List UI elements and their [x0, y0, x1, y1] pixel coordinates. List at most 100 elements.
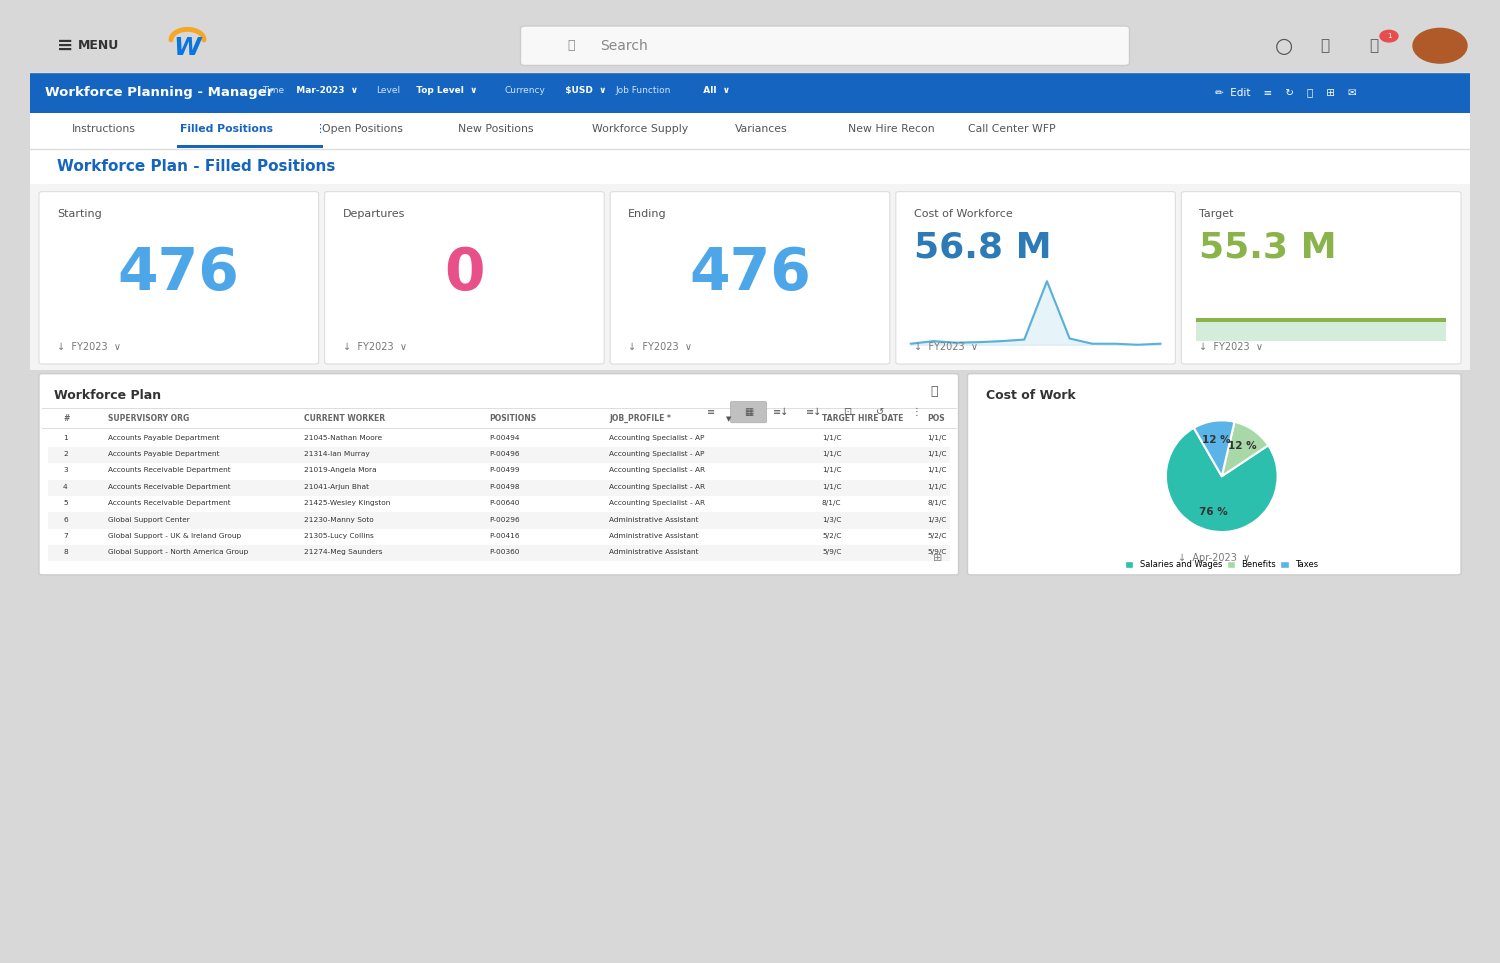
Text: 21041-Arjun Bhat: 21041-Arjun Bhat [304, 483, 369, 490]
Text: Open Positions: Open Positions [322, 124, 404, 134]
Text: ≡: ≡ [706, 407, 716, 417]
Text: 1/1/C: 1/1/C [927, 434, 946, 441]
Text: 🔍: 🔍 [567, 39, 574, 52]
Text: Global Support Center: Global Support Center [108, 516, 189, 523]
Text: 1/1/C: 1/1/C [822, 434, 842, 441]
Text: P-00416: P-00416 [489, 533, 519, 539]
Text: P-00498: P-00498 [489, 483, 519, 490]
FancyBboxPatch shape [520, 26, 1130, 65]
Text: 0: 0 [444, 245, 485, 301]
Text: 1/3/C: 1/3/C [822, 516, 842, 523]
Text: 3: 3 [63, 467, 68, 474]
Text: 1/1/C: 1/1/C [927, 483, 946, 490]
FancyBboxPatch shape [1182, 192, 1461, 364]
Text: #: # [63, 414, 69, 424]
Text: Accounting Specialist - AR: Accounting Specialist - AR [609, 500, 705, 507]
Text: New Positions: New Positions [458, 124, 532, 134]
Text: 21314-Ian Murray: 21314-Ian Murray [304, 451, 370, 457]
Text: P-00296: P-00296 [489, 516, 519, 523]
Text: 8/1/C: 8/1/C [822, 500, 842, 507]
Text: Starting: Starting [57, 209, 102, 219]
Text: ⊡: ⊡ [843, 407, 852, 417]
Text: 12 %: 12 % [1228, 441, 1257, 452]
Text: Cost of Workforce: Cost of Workforce [914, 209, 1013, 219]
Text: 5/2/C: 5/2/C [822, 533, 842, 539]
Text: ⋮: ⋮ [314, 124, 326, 134]
Text: Administrative Assistant: Administrative Assistant [609, 533, 699, 539]
FancyBboxPatch shape [39, 192, 318, 364]
Text: Administrative Assistant: Administrative Assistant [609, 549, 699, 556]
Text: P-00360: P-00360 [489, 549, 519, 556]
Text: 2: 2 [63, 451, 68, 457]
Bar [30, 113, 1470, 149]
Bar [1197, 318, 1446, 322]
Text: 21305-Lucy Collins: 21305-Lucy Collins [304, 533, 375, 539]
Text: 476: 476 [118, 245, 240, 301]
Text: Filled Positions: Filled Positions [180, 124, 273, 134]
Text: ↺: ↺ [876, 407, 885, 417]
Bar [902, 195, 1176, 364]
Text: Departures: Departures [342, 209, 405, 219]
Text: ✏  Edit    ≡    ↻    🖼    ⊞    ✉: ✏ Edit ≡ ↻ 🖼 ⊞ ✉ [1215, 88, 1356, 97]
Bar [616, 195, 890, 364]
Text: Workforce Supply: Workforce Supply [592, 124, 688, 134]
Text: Ending: Ending [628, 209, 668, 219]
FancyBboxPatch shape [39, 374, 958, 575]
Text: 4: 4 [63, 483, 68, 490]
Bar [30, 72, 1470, 113]
Text: 7: 7 [63, 533, 68, 539]
Text: 8/1/C: 8/1/C [927, 500, 946, 507]
FancyBboxPatch shape [968, 374, 1461, 575]
Text: Accounts Payable Department: Accounts Payable Department [108, 434, 219, 441]
FancyBboxPatch shape [896, 192, 1176, 364]
Text: ↓  FY2023  ∨: ↓ FY2023 ∨ [1200, 343, 1263, 352]
Bar [30, 184, 1470, 370]
Text: 12 %: 12 % [1202, 435, 1231, 445]
Text: ⊞: ⊞ [933, 554, 942, 563]
Text: 5/2/C: 5/2/C [927, 533, 946, 539]
Text: Mar-2023  ∨: Mar-2023 ∨ [290, 86, 357, 95]
Text: 1: 1 [1386, 33, 1392, 39]
Text: Accounts Receivable Department: Accounts Receivable Department [108, 467, 231, 474]
Bar [48, 512, 950, 529]
Text: POS: POS [927, 414, 945, 424]
Text: Level: Level [376, 86, 400, 95]
FancyBboxPatch shape [324, 192, 604, 364]
Text: ○: ○ [1275, 36, 1293, 56]
Text: P-00640: P-00640 [489, 500, 519, 507]
Text: ⬜: ⬜ [1370, 39, 1378, 53]
Text: Administrative Assistant: Administrative Assistant [609, 516, 699, 523]
Text: 1/1/C: 1/1/C [822, 483, 842, 490]
Text: W: W [174, 36, 201, 60]
Text: 1/1/C: 1/1/C [822, 451, 842, 457]
Text: TARGET HIRE DATE: TARGET HIRE DATE [822, 414, 903, 424]
Text: ↓  FY2023  ∨: ↓ FY2023 ∨ [628, 343, 692, 352]
Text: MENU: MENU [78, 39, 120, 52]
Bar [48, 545, 950, 561]
Text: Global Support - UK & Ireland Group: Global Support - UK & Ireland Group [108, 533, 242, 539]
Text: ≡↓: ≡↓ [807, 407, 822, 417]
Bar [48, 447, 950, 463]
Text: ↓  FY2023  ∨: ↓ FY2023 ∨ [342, 343, 406, 352]
Text: Workforce Planning - Manager: Workforce Planning - Manager [45, 86, 273, 99]
FancyBboxPatch shape [730, 402, 766, 423]
Text: POSITIONS: POSITIONS [489, 414, 536, 424]
Text: 55.3 M: 55.3 M [1200, 230, 1336, 265]
Text: $USD  ∨: $USD ∨ [558, 86, 606, 95]
Wedge shape [1221, 422, 1269, 476]
Text: 476: 476 [688, 245, 812, 301]
Text: ▦: ▦ [744, 407, 753, 417]
Text: 🔔: 🔔 [1320, 39, 1329, 53]
Text: SUPERVISORY ORG: SUPERVISORY ORG [108, 414, 189, 424]
Text: 21230-Manny Soto: 21230-Manny Soto [304, 516, 375, 523]
Text: ↓  FY2023  ∨: ↓ FY2023 ∨ [57, 343, 122, 352]
Text: 76 %: 76 % [1198, 507, 1228, 516]
Text: P-00494: P-00494 [489, 434, 519, 441]
Text: Workforce Plan: Workforce Plan [54, 389, 160, 402]
Text: Currency: Currency [504, 86, 546, 95]
Wedge shape [1194, 421, 1234, 476]
Text: Accounts Payable Department: Accounts Payable Department [108, 451, 219, 457]
Text: Time: Time [262, 86, 285, 95]
Text: Accounting Specialist - AP: Accounting Specialist - AP [609, 451, 705, 457]
Bar [45, 195, 318, 364]
